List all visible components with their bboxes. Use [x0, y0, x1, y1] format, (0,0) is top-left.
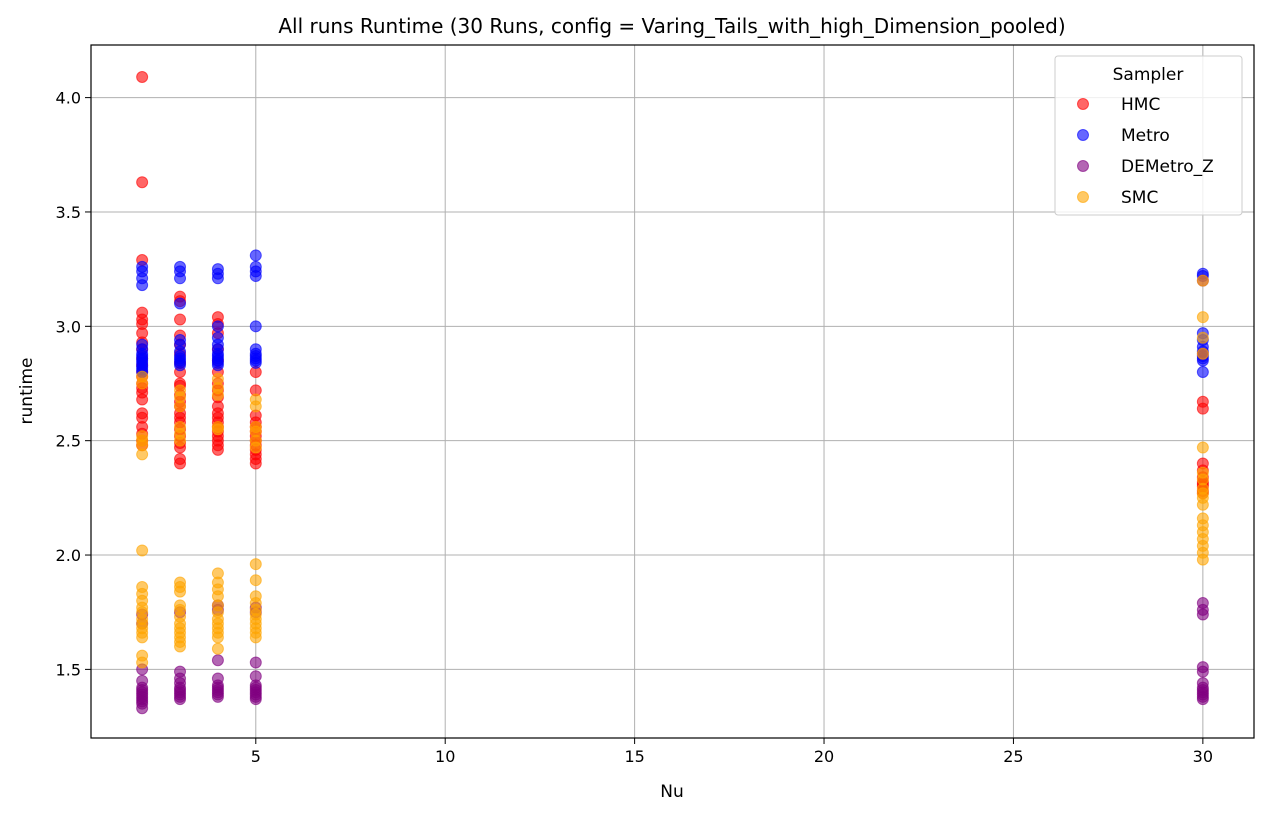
x-tick-label: 10 — [435, 747, 455, 766]
data-point — [211, 272, 224, 285]
data-point — [1196, 441, 1209, 454]
legend-marker — [1077, 98, 1089, 110]
data-point — [136, 702, 149, 715]
x-tick-label: 25 — [1003, 747, 1023, 766]
data-point — [174, 359, 187, 372]
chart-title: All runs Runtime (30 Runs, config = Vari… — [278, 14, 1065, 38]
data-point — [136, 71, 149, 84]
data-point — [136, 544, 149, 557]
x-tick-label: 20 — [814, 747, 834, 766]
data-point — [174, 585, 187, 598]
data-point — [136, 656, 149, 669]
legend-label: DEMetro_Z — [1121, 157, 1214, 177]
legend-label: HMC — [1121, 95, 1160, 115]
data-point — [1196, 553, 1209, 566]
y-axis-title: runtime — [17, 358, 37, 425]
data-point — [249, 558, 262, 571]
y-tick-label: 2.0 — [56, 546, 81, 565]
data-point — [1196, 274, 1209, 287]
legend-marker — [1077, 160, 1089, 172]
data-point — [1196, 665, 1209, 678]
data-point — [136, 279, 149, 292]
data-point — [1196, 608, 1209, 621]
y-tick-label: 3.0 — [56, 317, 81, 336]
data-point — [1196, 331, 1209, 344]
data-point — [249, 320, 262, 333]
legend-marker — [1077, 129, 1089, 141]
data-point — [174, 272, 187, 285]
data-point — [211, 642, 224, 655]
data-point — [174, 640, 187, 653]
data-point — [249, 656, 262, 669]
legend-title: Sampler — [1113, 65, 1184, 85]
x-tick-label: 15 — [624, 747, 644, 766]
data-point — [249, 574, 262, 587]
data-point — [249, 400, 262, 413]
data-point — [174, 693, 187, 706]
data-point — [174, 434, 187, 447]
data-point — [136, 448, 149, 461]
legend-label: SMC — [1121, 188, 1158, 208]
data-point — [174, 400, 187, 413]
data-point — [249, 249, 262, 262]
data-point — [249, 270, 262, 282]
x-tick-label: 5 — [251, 747, 261, 766]
y-tick-label: 1.5 — [56, 660, 81, 679]
y-tick-label: 2.5 — [56, 432, 81, 451]
data-point — [174, 297, 187, 310]
data-point — [1196, 498, 1209, 511]
data-point — [249, 631, 262, 644]
data-points — [136, 71, 1209, 715]
axis-ticks: 5 10 15 20 25 30 1.5 2.0 2.5 3.0 3.5 4.0 — [56, 89, 1213, 766]
data-point — [211, 631, 224, 644]
data-point — [249, 457, 262, 470]
data-point — [136, 631, 149, 644]
x-axis-title: Nu — [660, 782, 684, 802]
data-point — [136, 393, 149, 406]
data-point — [249, 441, 262, 454]
data-point — [174, 313, 187, 326]
y-tick-label: 4.0 — [56, 89, 81, 108]
data-point — [1196, 347, 1209, 360]
data-point — [249, 693, 262, 706]
legend-marker — [1077, 191, 1089, 203]
data-point — [136, 176, 149, 189]
data-point — [211, 320, 224, 333]
series-smc — [136, 274, 1209, 669]
y-tick-label: 3.5 — [56, 203, 81, 222]
data-point — [136, 377, 149, 390]
legend: Sampler HMC Metro DEMetro_Z SMC — [1054, 55, 1243, 216]
data-point — [211, 690, 224, 703]
data-point — [1196, 402, 1209, 415]
data-point — [211, 443, 224, 456]
data-point — [1196, 311, 1209, 324]
series-metro — [136, 249, 1209, 379]
data-point — [249, 356, 262, 369]
x-tick-label: 30 — [1193, 747, 1213, 766]
data-point — [1196, 366, 1209, 379]
data-point — [174, 457, 187, 470]
data-point — [211, 359, 224, 372]
data-point — [1196, 693, 1209, 706]
data-point — [211, 423, 224, 436]
data-point — [211, 654, 224, 667]
plot-frame — [90, 44, 1255, 739]
data-point — [211, 388, 224, 401]
legend-box — [1054, 55, 1243, 216]
legend-label: Metro — [1121, 126, 1170, 146]
